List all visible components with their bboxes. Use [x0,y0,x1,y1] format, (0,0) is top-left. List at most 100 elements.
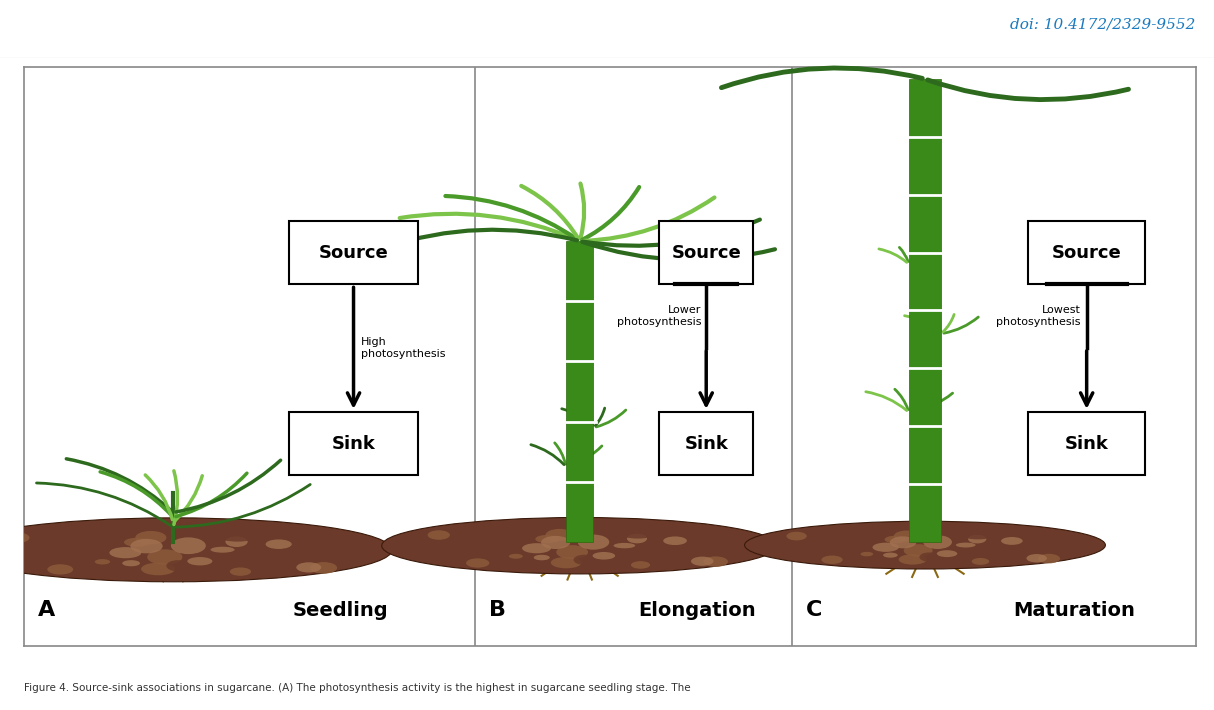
Ellipse shape [229,567,251,576]
Ellipse shape [903,544,932,557]
Ellipse shape [1026,554,1046,562]
Ellipse shape [556,545,588,559]
Ellipse shape [910,535,940,545]
FancyBboxPatch shape [659,221,753,285]
Ellipse shape [522,543,551,553]
Ellipse shape [668,550,687,557]
Ellipse shape [147,550,182,564]
FancyBboxPatch shape [289,412,418,476]
Ellipse shape [187,557,212,565]
Ellipse shape [620,530,656,539]
Text: C: C [806,600,822,620]
Ellipse shape [509,554,523,559]
Ellipse shape [592,552,615,559]
Ellipse shape [171,537,206,554]
Text: Source: Source [318,244,388,261]
Ellipse shape [937,550,958,557]
Ellipse shape [0,518,392,581]
FancyBboxPatch shape [289,221,418,285]
Ellipse shape [894,530,919,542]
Ellipse shape [1038,554,1060,564]
Ellipse shape [1005,548,1022,555]
Ellipse shape [155,537,191,548]
Text: B: B [489,600,506,620]
Bar [909,79,941,542]
FancyBboxPatch shape [1028,412,1145,476]
Ellipse shape [166,560,189,572]
Ellipse shape [626,534,647,543]
Ellipse shape [534,555,550,560]
Ellipse shape [971,558,989,565]
Ellipse shape [446,550,469,559]
Ellipse shape [883,552,897,557]
Text: Lowest
photosynthesis: Lowest photosynthesis [995,305,1080,327]
Ellipse shape [124,537,151,547]
Ellipse shape [381,518,778,574]
Ellipse shape [296,562,322,572]
Ellipse shape [1002,537,1022,545]
Text: Source: Source [1051,244,1122,261]
Ellipse shape [219,532,256,542]
Ellipse shape [427,530,450,540]
Ellipse shape [919,552,938,562]
Ellipse shape [271,555,291,562]
FancyBboxPatch shape [659,412,753,476]
Ellipse shape [141,562,175,575]
Ellipse shape [5,532,29,543]
Text: High
photosynthesis: High photosynthesis [361,337,446,359]
Ellipse shape [631,561,651,569]
Ellipse shape [266,540,291,549]
Ellipse shape [226,537,248,547]
Ellipse shape [541,536,571,549]
Ellipse shape [95,559,110,564]
Ellipse shape [968,535,987,543]
Ellipse shape [24,555,50,565]
Ellipse shape [885,536,907,543]
Ellipse shape [802,548,823,557]
Text: Seedling: Seedling [293,601,387,620]
Text: Figure 4. Source-sink associations in sugarcane. (A) The photosynthesis activity: Figure 4. Source-sink associations in su… [24,683,691,693]
Bar [566,241,594,542]
Ellipse shape [691,557,714,566]
Ellipse shape [704,557,728,567]
Ellipse shape [38,550,62,560]
Ellipse shape [135,531,166,545]
Ellipse shape [578,535,609,550]
Ellipse shape [822,555,843,564]
Ellipse shape [955,542,976,547]
Ellipse shape [47,564,73,574]
Ellipse shape [545,529,574,541]
Text: Maturation: Maturation [1014,601,1135,620]
Ellipse shape [744,521,1106,569]
Ellipse shape [130,539,163,553]
Ellipse shape [890,536,917,548]
Text: Sink: Sink [1065,435,1108,452]
Ellipse shape [311,562,337,574]
Ellipse shape [963,531,993,540]
Ellipse shape [573,555,595,565]
Ellipse shape [109,547,142,558]
Ellipse shape [248,557,283,567]
Text: Sink: Sink [331,435,375,452]
Ellipse shape [466,558,489,568]
Ellipse shape [873,542,898,552]
Ellipse shape [813,545,834,553]
Ellipse shape [647,552,679,562]
Ellipse shape [535,535,560,543]
Ellipse shape [787,532,807,540]
Ellipse shape [565,534,595,545]
Text: Elongation: Elongation [637,601,755,620]
Ellipse shape [123,560,140,567]
Ellipse shape [986,550,1016,559]
Ellipse shape [613,543,635,548]
Ellipse shape [923,535,952,549]
Ellipse shape [861,552,873,557]
Ellipse shape [551,557,582,568]
FancyBboxPatch shape [1028,221,1145,285]
Ellipse shape [898,555,926,564]
Ellipse shape [663,537,687,545]
Text: Source: Source [671,244,741,261]
Text: A: A [39,600,56,620]
Ellipse shape [458,545,480,555]
Text: Sink: Sink [685,435,728,452]
